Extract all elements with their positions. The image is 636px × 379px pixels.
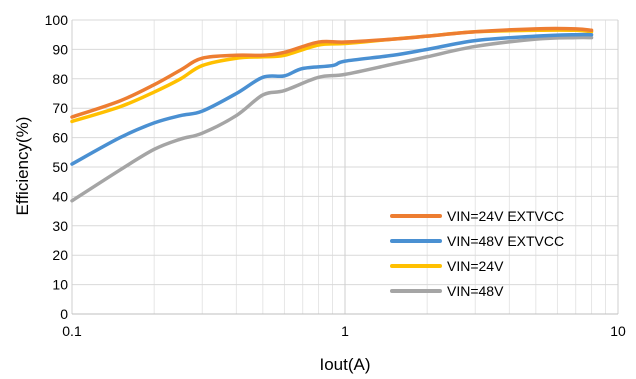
series-line-vin-48v bbox=[70, 35, 594, 203]
y-axis-title: Efficiency(%) bbox=[13, 117, 32, 216]
y-tick-label: 30 bbox=[52, 218, 68, 234]
legend: VIN=24V EXTVCC VIN=48V EXTVCC VIN=24V VIN=4… bbox=[390, 208, 564, 299]
y-tick-label: 60 bbox=[52, 130, 68, 146]
legend-label: VIN=48V bbox=[447, 283, 504, 299]
x-tick-label: 10 bbox=[610, 323, 626, 339]
x-axis-title: Iout(A) bbox=[319, 355, 370, 374]
y-tick-label: 100 bbox=[45, 12, 69, 28]
y-tick-label: 50 bbox=[52, 159, 68, 175]
y-tick-label: 10 bbox=[52, 277, 68, 293]
y-tick-label: 70 bbox=[52, 100, 68, 116]
x-tick-label: 1 bbox=[341, 323, 349, 339]
series-lines bbox=[70, 26, 594, 203]
y-tick-label: 20 bbox=[52, 247, 68, 263]
series-line-vin-24v-extvcc bbox=[70, 26, 594, 119]
y-tick-label: 80 bbox=[52, 71, 68, 87]
x-tick-label: 0.1 bbox=[62, 323, 82, 339]
y-tick-label: 0 bbox=[60, 306, 68, 322]
y-tick-label: 40 bbox=[52, 188, 68, 204]
series-line-vin-48v-extvcc bbox=[70, 32, 594, 166]
y-tick-labels: 0 10 20 30 40 50 60 70 80 90 100 bbox=[45, 12, 69, 322]
legend-label: VIN=24V bbox=[447, 258, 504, 274]
y-tick-label: 90 bbox=[52, 41, 68, 57]
legend-label: VIN=24V EXTVCC bbox=[447, 208, 564, 224]
x-tick-labels: 0.1 1 10 bbox=[62, 323, 626, 339]
legend-label: VIN=48V EXTVCC bbox=[447, 233, 564, 249]
